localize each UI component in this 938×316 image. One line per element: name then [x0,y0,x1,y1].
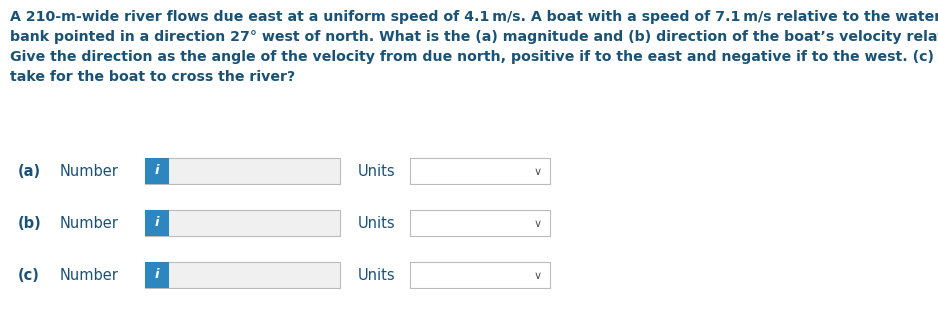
Bar [145,158,340,184]
Bar [410,210,550,236]
Text: Units: Units [358,268,396,283]
Bar [145,210,169,236]
Text: A 210-m-wide river flows due east at a uniform speed of 4.1 m/s. A boat with a s: A 210-m-wide river flows due east at a u… [10,10,938,84]
Text: (c): (c) [18,268,40,283]
Text: ∨: ∨ [534,271,542,281]
Bar [145,210,340,236]
Text: i: i [155,216,159,229]
Bar [145,158,169,184]
Text: (b): (b) [18,216,42,230]
Text: i: i [155,165,159,178]
Bar [145,262,340,288]
Text: Number: Number [60,216,119,230]
Text: ∨: ∨ [534,167,542,177]
Text: (a): (a) [18,163,41,179]
Text: Number: Number [60,268,119,283]
Text: ∨: ∨ [534,219,542,229]
Text: Number: Number [60,163,119,179]
Bar [410,262,550,288]
Text: Units: Units [358,216,396,230]
Text: Units: Units [358,163,396,179]
Text: i: i [155,269,159,282]
Bar [145,262,169,288]
Bar [410,158,550,184]
